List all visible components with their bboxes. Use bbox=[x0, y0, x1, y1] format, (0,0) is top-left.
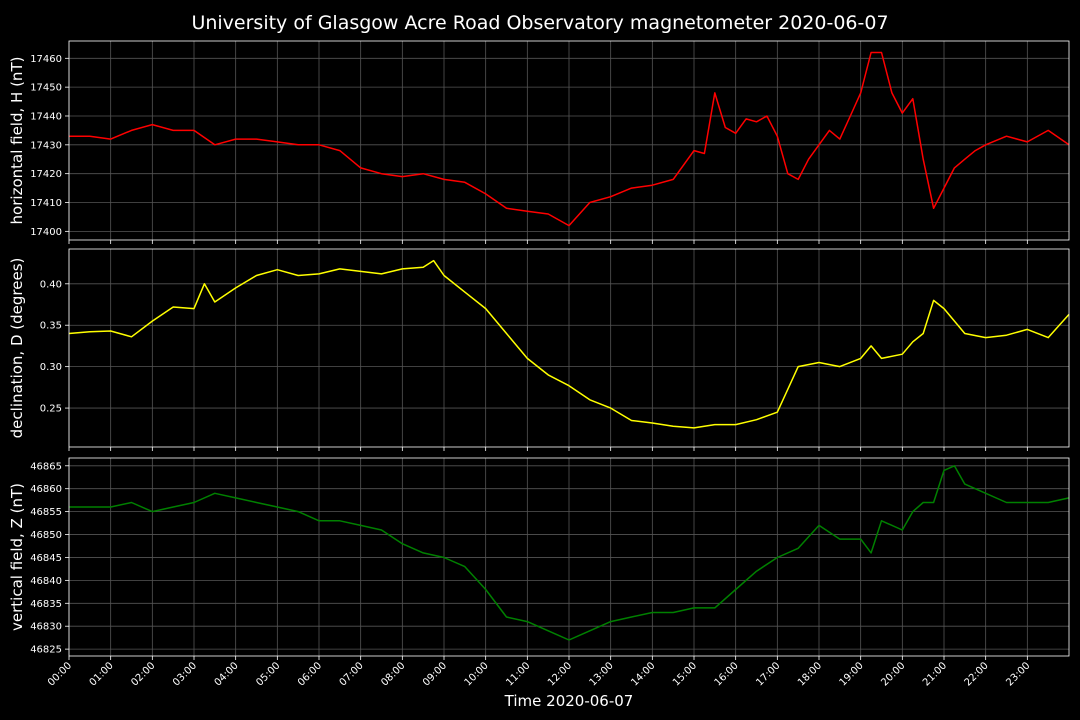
series-line-horizontal bbox=[69, 51, 1070, 227]
y-tick-label: 46825 bbox=[30, 645, 62, 656]
axes-frame bbox=[68, 457, 1070, 657]
y-tick-label: 17400 bbox=[30, 227, 62, 238]
y-axis-title-vertical: vertical field, Z (nT) bbox=[8, 483, 26, 631]
y-tick-label: 0.40 bbox=[40, 279, 62, 290]
axes-frame bbox=[68, 40, 1070, 241]
y-tick-label: 46840 bbox=[30, 576, 62, 587]
series-line-vertical bbox=[69, 465, 1070, 641]
panel-declination: 0.25 0.30 0.35 0.40 declination, D (degrees) bbox=[8, 248, 1070, 451]
y-tick-label: 46860 bbox=[30, 484, 62, 495]
y-tick-label: 46850 bbox=[30, 530, 62, 541]
y-tick-label: 17420 bbox=[30, 169, 62, 180]
x-axis-title: Time 2020-06-07 bbox=[504, 692, 634, 710]
figure-title: University of Glasgow Acre Road Observat… bbox=[191, 12, 888, 34]
y-tick-label: 46830 bbox=[30, 622, 62, 633]
y-tick-label: 46855 bbox=[30, 507, 62, 518]
y-tick-label: 17460 bbox=[30, 54, 62, 65]
y-tick-label: 17440 bbox=[30, 111, 62, 122]
y-tick-label: 17450 bbox=[30, 83, 62, 94]
y-tick-label: 46835 bbox=[30, 599, 62, 610]
panel-horizontal: 17400 17410 17420 17430 17440 17450 17460 horiz… bbox=[8, 40, 1070, 244]
y-tick-label: 0.25 bbox=[40, 404, 62, 415]
axes-frame bbox=[68, 248, 1070, 448]
y-axis-title-declination: declination, D (degrees) bbox=[8, 258, 26, 439]
y-tick-label: 0.35 bbox=[40, 321, 62, 332]
y-tick-label: 46845 bbox=[30, 553, 62, 564]
y-tick-label: 46865 bbox=[30, 461, 62, 472]
y-tick-label: 17430 bbox=[30, 140, 62, 151]
y-axis-title-horizontal: horizontal field, H (nT) bbox=[8, 57, 26, 225]
series-line-declination bbox=[68, 259, 1070, 429]
y-tick-label: 0.30 bbox=[40, 362, 62, 373]
y-tick-label: 17410 bbox=[30, 198, 62, 209]
